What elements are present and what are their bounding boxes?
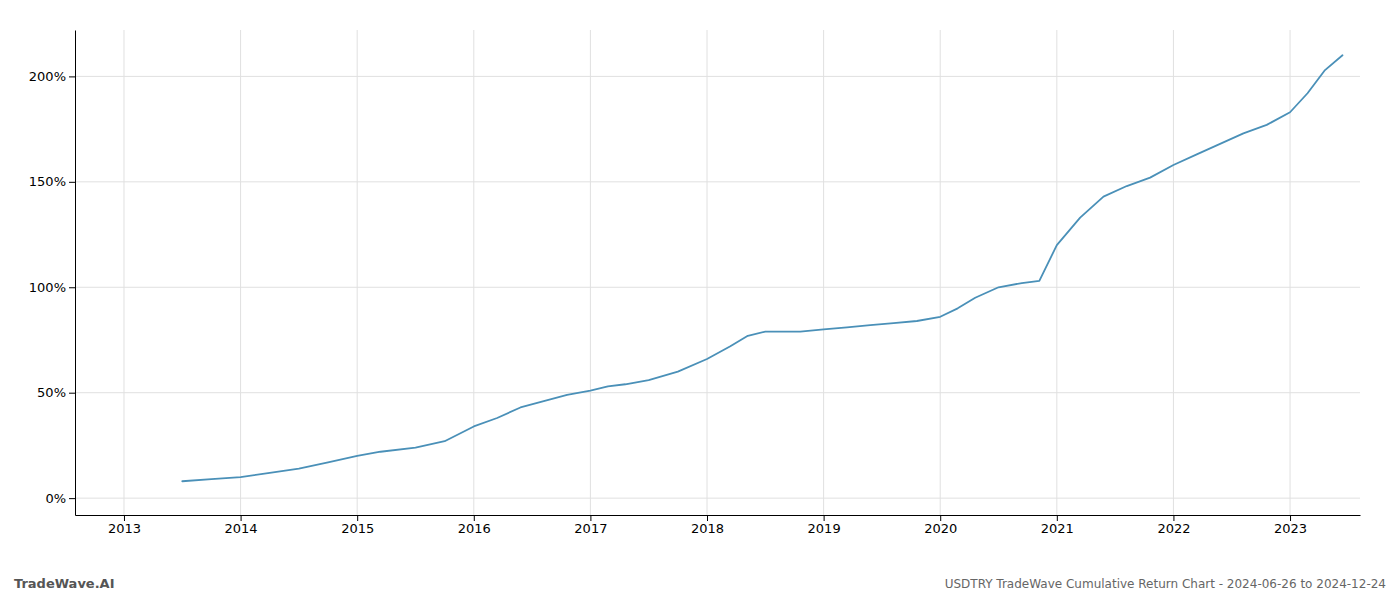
grid-line-y	[75, 181, 1360, 182]
title: USDTRY TradeWave Cumulative Return Chart…	[945, 577, 1386, 591]
watermark: TradeWave.AI	[14, 576, 115, 591]
x-tick-label: 2022	[1157, 521, 1190, 536]
x-tick-label: 2015	[341, 521, 374, 536]
x-tick-label: 2021	[1041, 521, 1074, 536]
x-tick-mark	[940, 515, 941, 521]
y-axis: 0% 50% 100% 150% 200%	[29, 31, 76, 516]
x-tick: 2015	[341, 515, 374, 536]
y-tick: 0%	[45, 491, 75, 506]
grid-line-x	[240, 30, 241, 515]
chart: 2013 2014 2015 2016 2017 2018 2019 2020 2021 2022…	[0, 0, 1400, 600]
x-tick: 2014	[225, 515, 258, 536]
y-tick: 50%	[37, 385, 75, 400]
x-tick: 2021	[1041, 515, 1074, 536]
x-tick-mark	[1290, 515, 1291, 521]
x-tick: 2020	[924, 515, 957, 536]
x-tick-mark	[824, 515, 825, 521]
grid-line-x	[1290, 30, 1291, 515]
x-tick-mark	[357, 515, 358, 521]
x-tick-mark	[1173, 515, 1174, 521]
y-tick-mark	[69, 498, 75, 499]
y-tick: 100%	[29, 280, 75, 295]
x-tick-label: 2014	[225, 521, 258, 536]
x-tick-mark	[124, 515, 125, 521]
grid-line-x	[707, 30, 708, 515]
y-tick-label: 200%	[29, 69, 66, 84]
grid-line-y	[75, 498, 1360, 499]
grid-line-x	[590, 30, 591, 515]
grid-line-y	[75, 392, 1360, 393]
grid-line-x	[823, 30, 824, 515]
x-tick-label: 2016	[458, 521, 491, 536]
x-tick-label: 2018	[691, 521, 724, 536]
x-axis-line	[76, 515, 1361, 516]
grid-line-x	[357, 30, 358, 515]
x-axis: 2013 2014 2015 2016 2017 2018 2019 2020 2021 2022…	[76, 515, 1361, 536]
grid	[75, 30, 1360, 515]
x-tick: 2017	[574, 515, 607, 536]
x-tick-mark	[707, 515, 708, 521]
grid-line-x	[940, 30, 941, 515]
y-tick: 150%	[29, 174, 75, 189]
y-tick-label: 100%	[29, 280, 66, 295]
grid-line-x	[473, 30, 474, 515]
x-tick-mark	[474, 515, 475, 521]
y-tick-mark	[69, 76, 75, 77]
x-tick: 2013	[108, 515, 141, 536]
grid-line-x	[123, 30, 124, 515]
x-tick-mark	[590, 515, 591, 521]
x-tick-label: 2020	[924, 521, 957, 536]
y-axis-line	[75, 31, 76, 516]
x-tick-label: 2013	[108, 521, 141, 536]
y-tick-mark	[69, 287, 75, 288]
y-tick: 200%	[29, 69, 75, 84]
y-tick-label: 0%	[45, 491, 66, 506]
grid-line-x	[1056, 30, 1057, 515]
x-tick-label: 2023	[1274, 521, 1307, 536]
x-tick-mark	[241, 515, 242, 521]
x-tick: 2023	[1274, 515, 1307, 536]
x-tick: 2016	[458, 515, 491, 536]
grid-line-x	[1173, 30, 1174, 515]
x-tick: 2018	[691, 515, 724, 536]
grid-line-y	[75, 287, 1360, 288]
y-tick-label: 50%	[37, 385, 66, 400]
x-tick: 2019	[808, 515, 841, 536]
y-tick-label: 150%	[29, 174, 66, 189]
y-tick-mark	[69, 182, 75, 183]
y-tick-mark	[69, 393, 75, 394]
line	[182, 55, 1342, 481]
x-tick: 2022	[1157, 515, 1190, 536]
plot-area	[182, 55, 1342, 481]
x-tick-mark	[1057, 515, 1058, 521]
grid-line-y	[75, 76, 1360, 77]
x-tick-label: 2017	[574, 521, 607, 536]
x-tick-label: 2019	[808, 521, 841, 536]
